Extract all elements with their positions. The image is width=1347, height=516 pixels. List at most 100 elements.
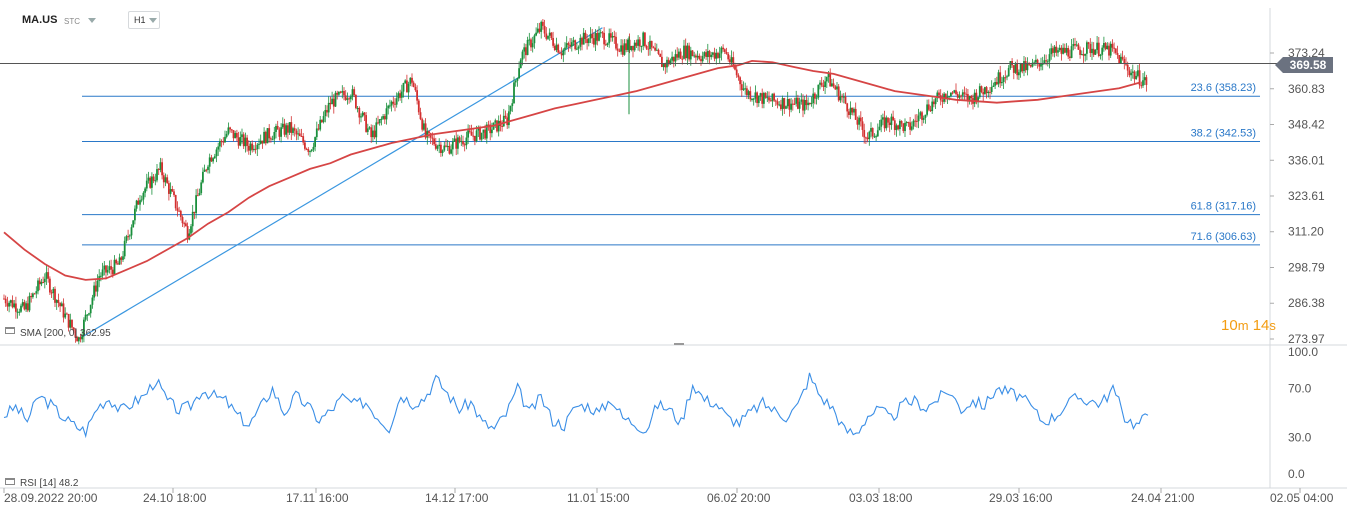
candle-body <box>742 88 745 90</box>
candle-body <box>1080 54 1083 56</box>
candle-body <box>373 130 376 138</box>
candle-body <box>344 95 347 100</box>
candle-body <box>978 86 981 98</box>
candle-body <box>266 128 269 144</box>
candle-body <box>591 34 594 39</box>
candle-body <box>684 45 687 59</box>
candle-body <box>281 123 284 128</box>
candle-body <box>999 72 1002 84</box>
candle-body <box>764 92 767 98</box>
candle-body <box>858 117 860 125</box>
candle-body <box>1145 77 1148 85</box>
candle-body <box>992 85 995 88</box>
candle-body <box>496 120 498 132</box>
candle-body <box>625 43 628 50</box>
candle-body <box>893 120 896 131</box>
candle-body <box>23 302 26 310</box>
candle-body <box>302 136 305 143</box>
candle-body <box>769 100 772 102</box>
candle-body <box>443 145 446 151</box>
rsi-settings-icon[interactable] <box>5 478 15 485</box>
y-tick-label: 273.97 <box>1288 332 1325 346</box>
candle-body <box>768 97 770 101</box>
candle-body <box>882 117 884 120</box>
candle-body <box>805 99 808 106</box>
candle-body <box>944 93 947 99</box>
candle-body <box>487 124 490 126</box>
candle-body <box>924 114 927 118</box>
candle-body <box>718 53 721 58</box>
candle-body <box>902 123 905 132</box>
candle-body <box>586 39 588 44</box>
candle-body <box>849 107 852 115</box>
fib-level-label: 23.6 (358.23) <box>1191 82 1256 94</box>
candle-body <box>1133 71 1136 80</box>
candle-body <box>1026 63 1029 71</box>
candle-body <box>485 124 488 139</box>
candle-body <box>557 44 560 53</box>
candle-body <box>399 93 401 98</box>
candle-body <box>489 124 492 134</box>
candle-body <box>309 151 311 153</box>
candle-body <box>941 100 944 102</box>
candle-body <box>1099 54 1102 56</box>
candle-body <box>356 107 359 109</box>
candle-body <box>71 319 73 328</box>
symbol-label[interactable]: MA.US <box>22 14 58 26</box>
candle-body <box>1089 44 1092 54</box>
candle-body <box>470 131 473 136</box>
panel-resize-handle[interactable] <box>674 343 684 345</box>
candle-body <box>613 36 616 38</box>
sma-settings-icon[interactable] <box>5 327 15 334</box>
candle-body <box>897 125 900 130</box>
candle-body <box>1097 42 1100 56</box>
candle-body <box>353 89 356 96</box>
candle-body <box>1007 68 1010 77</box>
candle-body <box>319 119 322 130</box>
y-tick-label: 323.61 <box>1288 189 1325 203</box>
candle-body <box>363 112 366 116</box>
candle-body <box>958 95 961 98</box>
candle-body <box>183 223 186 225</box>
candle-body <box>110 266 112 270</box>
candle-body <box>824 81 826 87</box>
candle-body <box>995 81 998 85</box>
candle-body <box>1040 64 1042 67</box>
candle-body <box>113 259 116 275</box>
candle-body <box>657 49 660 54</box>
candle-body <box>237 137 240 146</box>
candle-body <box>535 32 537 36</box>
candle-body <box>570 42 573 47</box>
candle-body <box>365 115 367 132</box>
candle-body <box>491 129 493 134</box>
candle-body <box>683 45 685 59</box>
candle-body <box>295 130 298 135</box>
symbol-dropdown-icon[interactable] <box>88 18 96 23</box>
candle-body <box>122 256 124 260</box>
candle-body <box>650 40 653 48</box>
candle-body <box>633 42 636 51</box>
candle-body <box>1041 63 1044 65</box>
candle-body <box>778 104 781 106</box>
candle-body <box>715 52 718 59</box>
candle-body <box>584 32 587 40</box>
candle-body <box>832 83 835 87</box>
candle-body <box>193 211 196 214</box>
candle-body <box>463 144 466 146</box>
candles <box>3 18 1148 345</box>
candle-body <box>383 116 386 120</box>
candle-body <box>552 38 554 46</box>
candle-body <box>366 128 369 132</box>
rsi-layer <box>3 372 1149 439</box>
candle-body <box>334 92 337 107</box>
candle-body <box>40 282 43 285</box>
candle-body <box>451 141 454 150</box>
candle-body <box>382 116 384 119</box>
timeframe-select[interactable]: H1 <box>128 11 160 29</box>
candle-body <box>185 223 187 227</box>
candle-body <box>1002 77 1005 82</box>
candle-body <box>93 285 95 298</box>
candle-body <box>936 92 939 99</box>
candle-body <box>574 40 577 50</box>
